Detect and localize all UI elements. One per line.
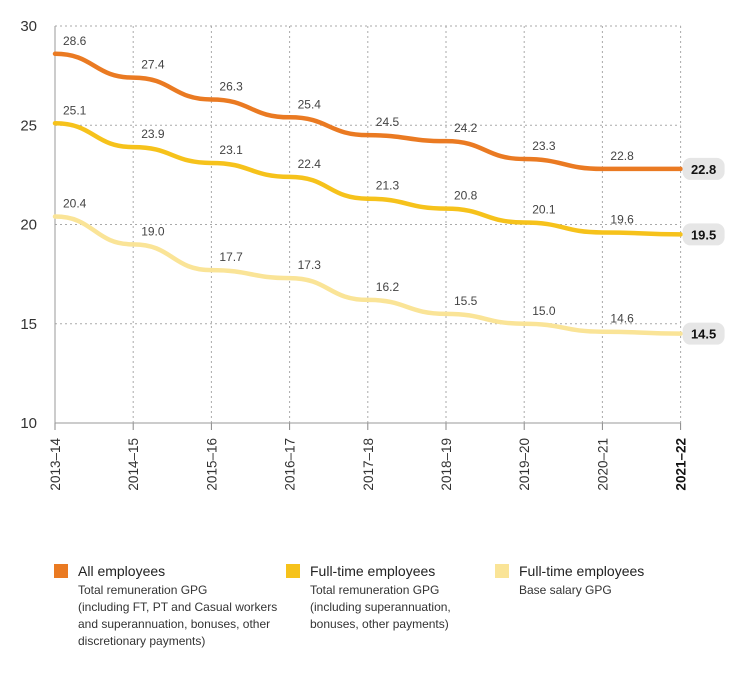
legend-description: Base salary GPG <box>519 583 612 597</box>
end-value-label: 22.8 <box>691 162 716 177</box>
data-label: 24.2 <box>454 121 478 135</box>
data-label: 25.4 <box>298 97 322 111</box>
x-tick-label: 2021–22 <box>674 438 689 491</box>
data-label: 14.6 <box>610 312 634 326</box>
data-label: 17.7 <box>219 250 243 264</box>
end-value-badge <box>682 223 725 246</box>
line-chart: 10 15 20 25 30 2013–14 2014–15 2015–16 2016–17 20… <box>20 18 725 491</box>
data-label: 19.6 <box>610 212 634 226</box>
data-label: 23.9 <box>141 127 165 141</box>
y-tick-label: 10 <box>20 415 37 432</box>
data-label: 20.8 <box>454 189 478 203</box>
legend-label: Full-time employees <box>519 563 645 579</box>
x-tick-label: 2017–18 <box>361 438 376 491</box>
x-tick-label: 2014–15 <box>126 438 141 491</box>
legend-label: Full-time employees <box>310 563 436 579</box>
legend-description: Total remuneration GPG (including FT, PT… <box>78 583 278 648</box>
x-tick-label: 2016–17 <box>283 438 298 491</box>
x-tick-label: 2020–21 <box>595 438 610 491</box>
legend-swatch <box>495 564 509 578</box>
data-label: 22.8 <box>610 149 634 163</box>
y-tick-label: 25 <box>20 117 37 134</box>
data-label: 17.3 <box>298 258 322 272</box>
y-tick-label: 20 <box>20 217 37 234</box>
data-label: 22.4 <box>298 157 322 171</box>
legend-swatch <box>54 564 68 578</box>
end-value-badge <box>682 157 725 180</box>
series-line-2 <box>52 214 683 336</box>
data-label: 23.1 <box>219 143 243 157</box>
series-line-1 <box>52 121 683 237</box>
legend-item-full-time-base: Full-time employees Base salary GPG <box>495 562 644 599</box>
legend-swatch <box>286 564 300 578</box>
data-label: 16.2 <box>376 280 400 294</box>
legend-description: Total remuneration GPG (including supera… <box>310 583 451 631</box>
y-tick-label: 30 <box>20 18 37 35</box>
data-label: 23.3 <box>532 139 556 153</box>
x-tick-label: 2019–20 <box>517 438 532 491</box>
data-label: 20.1 <box>532 203 556 217</box>
data-label: 15.0 <box>532 304 556 318</box>
legend-item-all-employees: All employees Total remuneration GPG (in… <box>54 562 277 650</box>
series-line-0 <box>52 51 683 172</box>
x-tick-label: 2015–16 <box>204 438 219 491</box>
data-label: 25.1 <box>63 103 87 117</box>
x-tick-label: 2013–14 <box>48 438 63 491</box>
y-tick-label: 15 <box>20 316 37 333</box>
legend-label: All employees <box>78 563 166 579</box>
data-label: 27.4 <box>141 58 165 72</box>
data-label: 21.3 <box>376 179 400 193</box>
data-label: 24.5 <box>376 115 400 129</box>
data-label: 15.5 <box>454 294 478 308</box>
data-label: 28.6 <box>63 34 87 48</box>
data-label: 26.3 <box>219 79 243 93</box>
legend-item-full-time-total: Full-time employees Total remuneration G… <box>286 562 451 633</box>
x-tick-label: 2018–19 <box>439 438 454 491</box>
data-label: 19.0 <box>141 224 165 238</box>
data-label: 20.4 <box>63 197 87 211</box>
end-value-label: 14.5 <box>691 327 716 342</box>
end-value-badge <box>682 322 725 345</box>
end-value-label: 19.5 <box>691 227 716 242</box>
